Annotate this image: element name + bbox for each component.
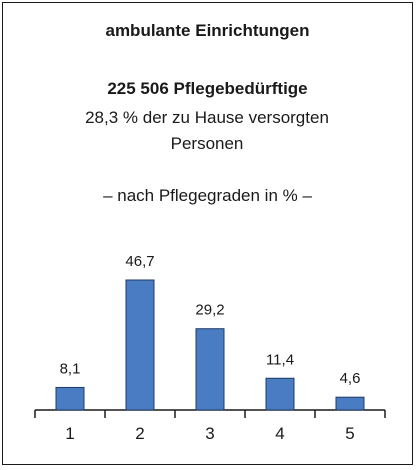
data-label: 46,7 bbox=[125, 253, 154, 270]
subtitle-bold: 225 506 Pflegebedürftige bbox=[107, 79, 308, 98]
x-tick-label: 1 bbox=[65, 424, 74, 443]
note: – nach Pflegegraden in % – bbox=[103, 186, 312, 205]
x-tick-label: 5 bbox=[345, 424, 354, 443]
data-label: 11,4 bbox=[266, 351, 294, 368]
bar bbox=[125, 279, 155, 411]
subtitle: 28,3 % der zu Hause versorgten Personen bbox=[85, 108, 329, 153]
bar bbox=[265, 377, 295, 411]
chart-frame: ambulante Einrichtungen 225 506 Pflegebe… bbox=[2, 2, 413, 465]
chart: 1 8,1 2 46,7 3 29,2 4 11,4 5 4,6 bbox=[34, 253, 386, 443]
x-tick-label: 3 bbox=[205, 424, 214, 443]
x-tick-label: 2 bbox=[135, 424, 144, 443]
bar bbox=[195, 328, 225, 411]
bar bbox=[55, 386, 85, 411]
data-label: 29,2 bbox=[195, 302, 224, 319]
data-label: 8,1 bbox=[60, 360, 81, 377]
data-label: 4,6 bbox=[340, 370, 361, 387]
chart-title: ambulante Einrichtungen bbox=[105, 21, 310, 40]
bar bbox=[335, 396, 365, 411]
x-tick-label: 4 bbox=[275, 424, 284, 443]
